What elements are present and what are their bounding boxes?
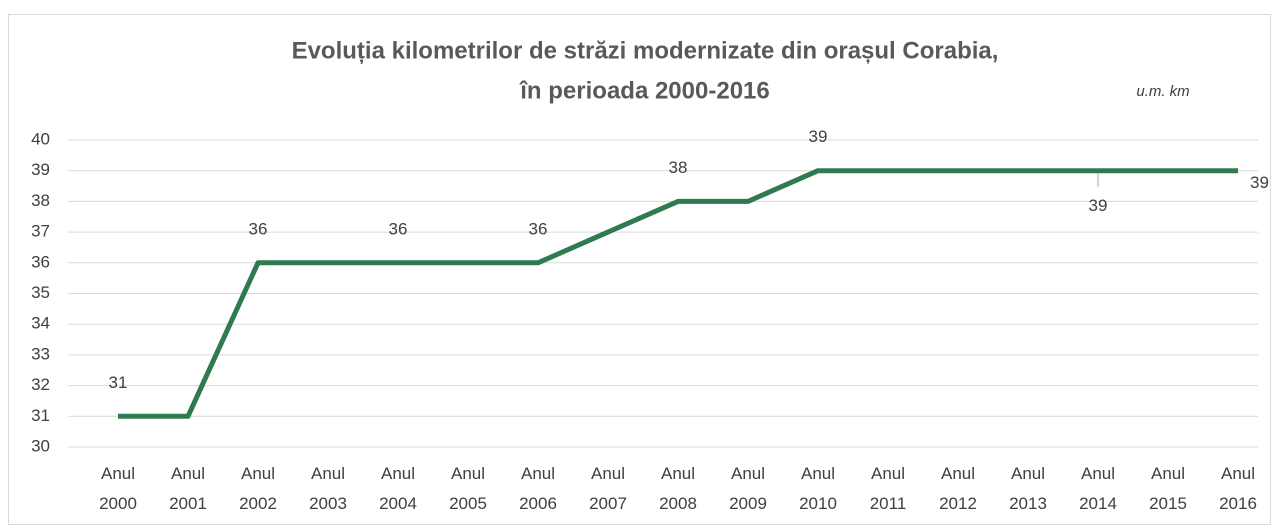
x-tick-label: Anul 2015: [1149, 464, 1187, 513]
y-tick-label: 34: [31, 314, 50, 333]
y-tick-label: 31: [31, 406, 50, 425]
x-tick-label: Anul 2012: [939, 464, 977, 513]
y-tick-label: 33: [31, 344, 50, 363]
x-tick-label: Anul 2014: [1079, 464, 1117, 513]
data-label: 39: [809, 127, 828, 146]
x-tick-label: Anul 2008: [659, 464, 697, 513]
x-tick-label: Anul 2000: [99, 464, 137, 513]
data-label: 31: [109, 373, 128, 392]
chart-border: [8, 14, 1271, 525]
data-label: 36: [389, 219, 408, 238]
x-tick-label: Anul 2004: [379, 464, 417, 513]
chart-title: în perioada 2000-2016: [519, 77, 769, 104]
x-tick-label: Anul 2013: [1009, 464, 1047, 513]
x-tick-label: Anul 2009: [729, 464, 767, 513]
data-label: 39: [1089, 196, 1108, 215]
y-tick-label: 35: [31, 283, 50, 302]
y-tick-label: 36: [31, 252, 50, 271]
x-tick-label: Anul 2001: [169, 464, 207, 513]
y-tick-label: 40: [31, 129, 50, 148]
x-tick-label: Anul 2011: [870, 464, 907, 513]
y-tick-label: 39: [31, 160, 50, 179]
data-label: 36: [249, 219, 268, 238]
data-label: 38: [669, 158, 688, 177]
y-tick-label: 30: [31, 436, 50, 455]
line: [118, 168, 1238, 419]
x-tick-label: Anul 2010: [799, 464, 837, 513]
y-tick-label: 37: [31, 222, 50, 241]
x-tick-label: Anul 2005: [449, 464, 487, 513]
x-tick-label: Anul 2006: [519, 464, 557, 513]
x-tick-label: Anul 2016: [1219, 464, 1257, 513]
data-label: 36: [529, 219, 548, 238]
y-tick-label: 32: [31, 375, 50, 394]
x-tick-label: Anul 2007: [589, 464, 627, 513]
chart-title: Evoluția kilometrilor de străzi moderniz…: [292, 37, 999, 64]
y-tick-label: 38: [31, 191, 50, 210]
unit-label: u.m. km: [1136, 83, 1189, 100]
x-tick-label: Anul 2002: [239, 464, 277, 513]
x-tick-label: Anul 2003: [309, 464, 347, 513]
data-label: 39: [1250, 173, 1269, 192]
